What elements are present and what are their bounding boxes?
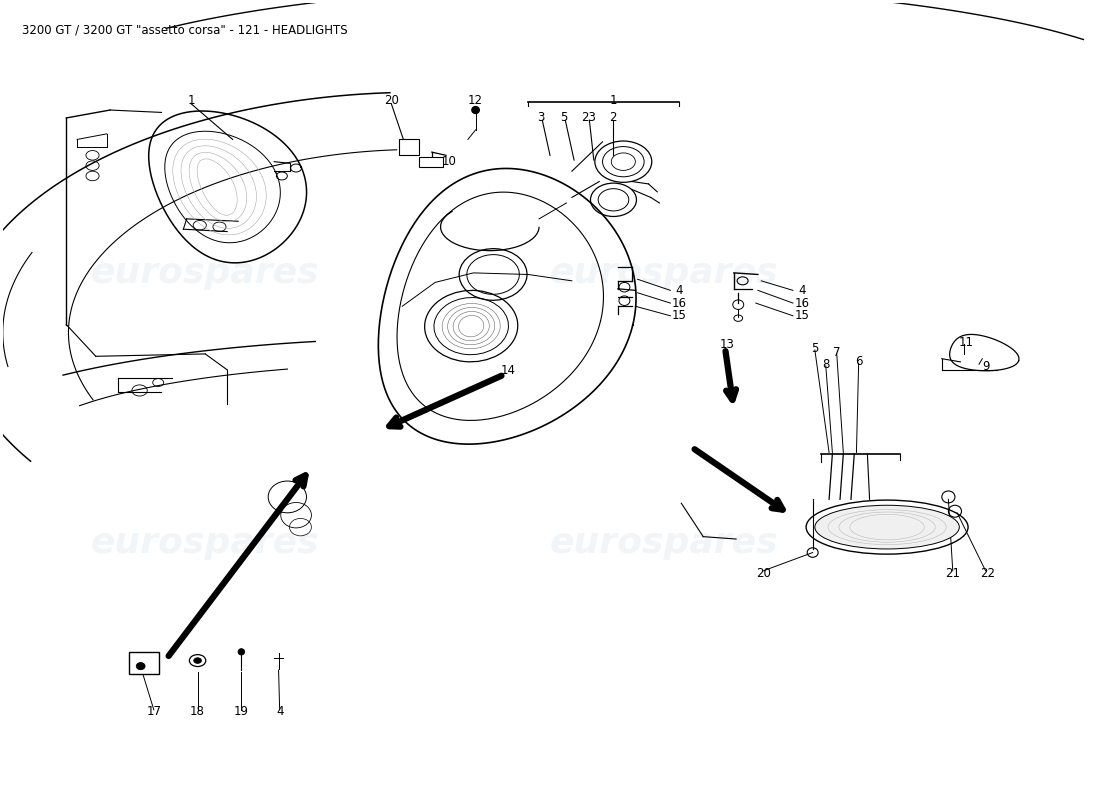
Text: 5: 5	[561, 111, 568, 125]
Ellipse shape	[194, 658, 201, 663]
Text: 16: 16	[794, 297, 810, 310]
Text: 18: 18	[190, 705, 205, 718]
Ellipse shape	[472, 106, 480, 114]
Ellipse shape	[238, 649, 244, 655]
Text: eurospares: eurospares	[550, 526, 779, 560]
Text: 7: 7	[833, 346, 840, 359]
Text: 20: 20	[384, 94, 398, 107]
Text: eurospares: eurospares	[550, 256, 779, 290]
Text: 4: 4	[798, 284, 805, 297]
Text: eurospares: eurospares	[90, 256, 319, 290]
Text: 9: 9	[982, 360, 989, 373]
Text: 15: 15	[794, 310, 810, 322]
FancyBboxPatch shape	[129, 652, 160, 674]
Text: 3: 3	[538, 111, 544, 125]
Text: 1: 1	[187, 94, 195, 107]
Text: 11: 11	[958, 335, 974, 349]
Text: 16: 16	[672, 297, 686, 310]
Text: 14: 14	[500, 364, 516, 377]
Text: 23: 23	[581, 111, 596, 125]
Text: 2: 2	[608, 111, 616, 125]
Text: 3200 GT / 3200 GT "assetto corsa" - 121 - HEADLIGHTS: 3200 GT / 3200 GT "assetto corsa" - 121 …	[22, 23, 348, 37]
Text: 4: 4	[675, 284, 683, 297]
Ellipse shape	[136, 662, 145, 670]
Text: 13: 13	[719, 338, 735, 351]
Ellipse shape	[815, 506, 959, 549]
Text: 19: 19	[234, 705, 249, 718]
Text: 5: 5	[811, 342, 818, 355]
FancyBboxPatch shape	[419, 157, 442, 167]
Text: 12: 12	[469, 94, 483, 107]
Text: 22: 22	[980, 566, 996, 580]
Text: 4: 4	[276, 705, 284, 718]
Text: 8: 8	[822, 358, 829, 370]
Text: 6: 6	[855, 355, 862, 368]
Text: eurospares: eurospares	[90, 526, 319, 560]
Text: 20: 20	[756, 566, 771, 580]
FancyBboxPatch shape	[399, 139, 419, 155]
Text: 1: 1	[609, 94, 617, 107]
Text: 15: 15	[672, 310, 686, 322]
Text: 10: 10	[442, 155, 456, 168]
Text: 21: 21	[945, 566, 960, 580]
Text: 17: 17	[146, 705, 162, 718]
